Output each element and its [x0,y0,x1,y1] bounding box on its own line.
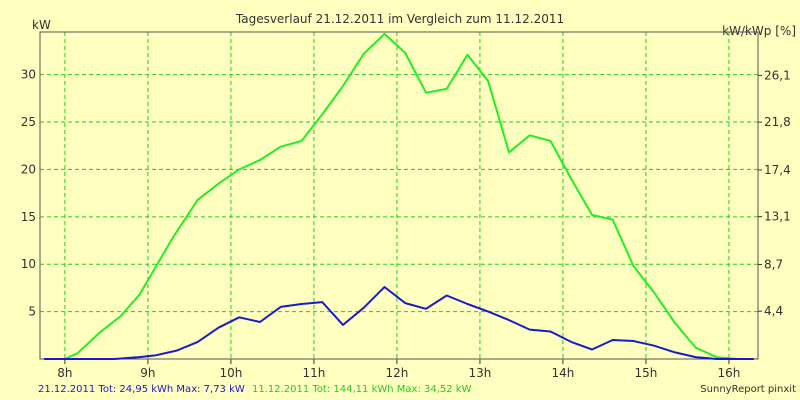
y-right-tick-label: 17,4 [764,163,791,177]
series-line-11.12.2011 [44,32,754,360]
y-right-tick-label: 8,7 [764,257,783,271]
y-right-tick-label: 21,8 [764,115,791,129]
grid [40,32,758,359]
plot-border [39,31,759,360]
y-tick-label: 30 [21,68,36,82]
series-line-21.12.2011 [44,286,754,360]
series-lines [44,32,754,360]
y-right-tick-label: 26,1 [764,68,791,82]
tick-labels: 8h 9h 10h 11h 12h 13h 14h 15h 16h 5 10 15 20 25 30 4,4 8… [21,68,791,380]
x-tick-label: 15h [635,366,658,380]
x-tick-label: 14h [551,366,574,380]
x-tick-label: 8h [57,366,72,380]
y-tick-label: 15 [21,210,36,224]
legend-series-2-summary: 11.12.2011 Tot: 144,11 kWh Max: 34,52 kW [252,384,472,395]
left-axis-label: kW [32,18,51,32]
chart-title: Tagesverlauf 21.12.2011 im Vergleich zum… [235,12,564,26]
y-tick-label: 5 [28,305,36,319]
x-tick-label: 10h [219,366,242,380]
plot-frame [39,31,762,364]
right-axis-label: kW/kWp [%] [722,24,796,38]
x-tick-label: 11h [302,366,325,380]
legend-series-1: 21.12.2011 Tot: 24,95 kWh Max: 7,73 kW 1… [38,384,472,395]
y-tick-label: 20 [21,162,36,176]
credit-text: SunnyReport pinxit [700,384,796,395]
y-tick-label: 25 [21,115,36,129]
legend-series-1-summary: 21.12.2011 Tot: 24,95 kWh Max: 7,73 kW [38,384,245,395]
x-tick-label: 9h [140,366,155,380]
x-tick-label: 16h [718,366,741,380]
y-right-tick-label: 4,4 [764,304,783,318]
x-tick-label: 13h [468,366,491,380]
x-tick-label: 12h [385,366,408,380]
y-tick-label: 10 [21,257,36,271]
y-right-tick-label: 13,1 [764,210,791,224]
